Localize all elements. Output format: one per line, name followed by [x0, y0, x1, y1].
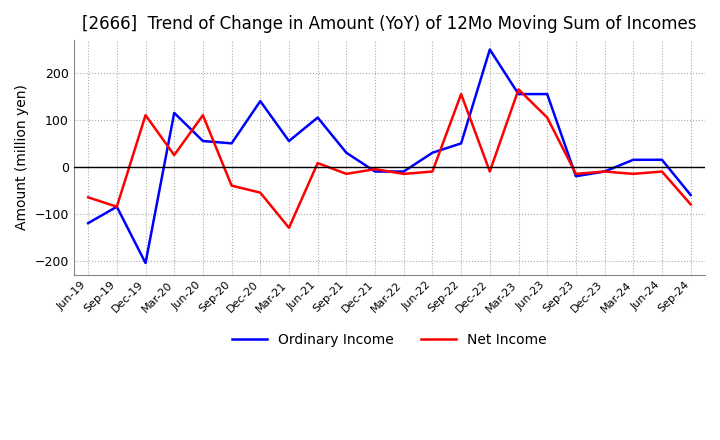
Net Income [686, 202, 695, 207]
Net Income [400, 171, 408, 176]
Ordinary Income [485, 47, 494, 52]
Net Income [342, 171, 351, 176]
Ordinary Income [284, 138, 293, 143]
Net Income [371, 166, 379, 172]
Ordinary Income [543, 92, 552, 97]
Ordinary Income [112, 204, 121, 209]
Net Income [228, 183, 236, 188]
Ordinary Income [371, 169, 379, 174]
Legend: Ordinary Income, Net Income: Ordinary Income, Net Income [226, 327, 552, 352]
Ordinary Income [84, 220, 92, 226]
Net Income [456, 92, 465, 97]
Ordinary Income [342, 150, 351, 155]
Ordinary Income [456, 141, 465, 146]
Ordinary Income [256, 99, 265, 104]
Y-axis label: Amount (million yen): Amount (million yen) [15, 84, 29, 231]
Net Income [141, 113, 150, 118]
Line: Ordinary Income: Ordinary Income [88, 49, 690, 263]
Net Income [112, 204, 121, 209]
Net Income [600, 169, 609, 174]
Ordinary Income [514, 92, 523, 97]
Net Income [629, 171, 638, 176]
Ordinary Income [313, 115, 322, 120]
Ordinary Income [600, 169, 609, 174]
Net Income [84, 194, 92, 200]
Ordinary Income [428, 150, 437, 155]
Ordinary Income [629, 157, 638, 162]
Ordinary Income [572, 173, 580, 179]
Net Income [514, 87, 523, 92]
Ordinary Income [686, 192, 695, 198]
Net Income [572, 171, 580, 176]
Net Income [313, 161, 322, 166]
Net Income [428, 169, 437, 174]
Net Income [485, 169, 494, 174]
Ordinary Income [199, 138, 207, 143]
Ordinary Income [170, 110, 179, 115]
Net Income [284, 225, 293, 231]
Ordinary Income [228, 141, 236, 146]
Ordinary Income [141, 260, 150, 266]
Net Income [657, 169, 666, 174]
Ordinary Income [400, 169, 408, 174]
Net Income [256, 190, 265, 195]
Net Income [199, 113, 207, 118]
Net Income [170, 152, 179, 158]
Net Income [543, 115, 552, 120]
Line: Net Income: Net Income [88, 89, 690, 228]
Title: [2666]  Trend of Change in Amount (YoY) of 12Mo Moving Sum of Incomes: [2666] Trend of Change in Amount (YoY) o… [82, 15, 697, 33]
Ordinary Income [657, 157, 666, 162]
